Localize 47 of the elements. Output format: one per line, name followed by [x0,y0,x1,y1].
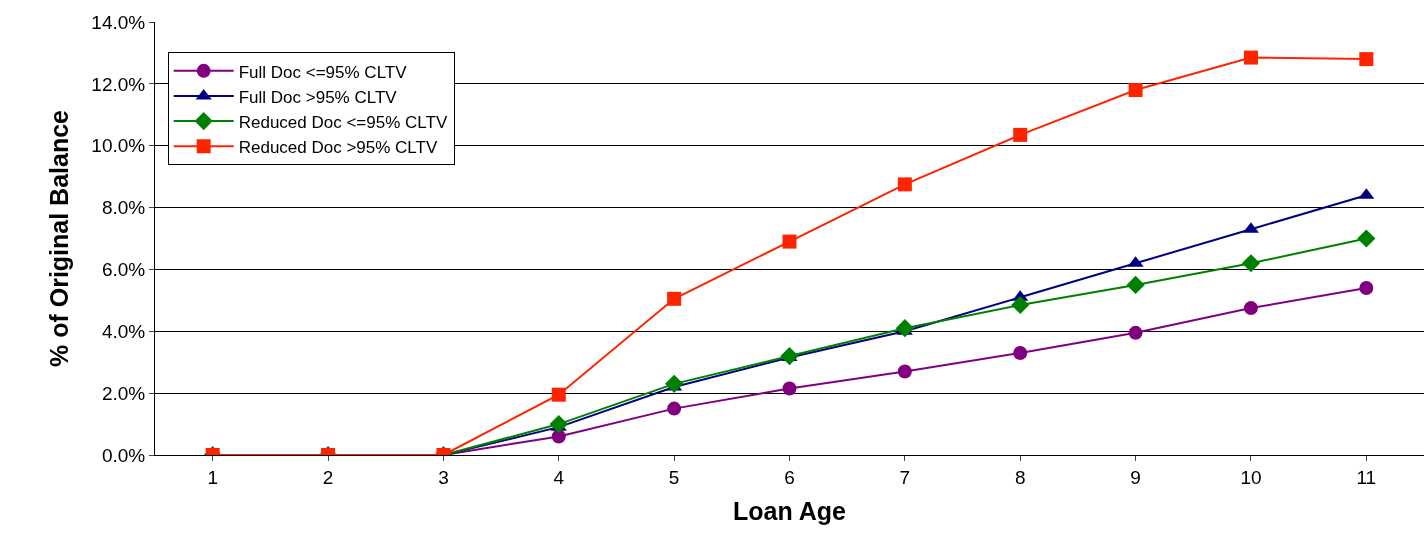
y-tick-label: 14.0% [91,11,146,33]
point [1013,127,1028,142]
x-tick-label: 9 [1130,466,1141,488]
x-tick-label: 10 [1240,466,1262,488]
point [1243,301,1258,316]
point [1126,275,1145,294]
point [667,401,682,416]
y-tick-label: 8.0% [101,197,146,219]
x-tick-label: 7 [899,466,911,488]
point [1357,229,1376,248]
x-tick-label: 3 [438,466,449,488]
point [1013,345,1028,360]
legend-label: Full Doc >95% CLTV [238,87,398,107]
x-tick-label: 8 [1014,466,1026,488]
point [1128,325,1143,340]
point [1011,295,1030,315]
point [667,291,682,306]
x-tick-label: 6 [784,466,795,488]
point [1128,83,1143,98]
y-tick-label: 12.0% [91,73,146,95]
point [1241,254,1261,273]
legend-label: Reduced Doc <=95% CLTV [238,112,448,132]
x-tick-label: 5 [668,466,680,488]
point [1359,52,1374,67]
x-axis-title: Loan Age [733,496,847,525]
point [782,381,797,396]
point [1359,280,1374,295]
x-tick-label: 4 [553,466,565,488]
y-axis-title: % of Original Balance [45,109,74,368]
y-tick-label: 6.0% [101,259,146,281]
point [1243,50,1258,65]
point [551,387,566,402]
point [665,374,684,393]
y-tick-label: 0.0% [101,444,146,466]
legend-label: Full Doc <=95% CLTV [238,62,408,82]
x-tick-label: 1 [207,466,218,488]
y-tick-label: 10.0% [91,135,146,157]
point [897,364,912,379]
point [895,319,914,338]
x-tick-label: 11 [1356,466,1377,488]
y-tick-label: 4.0% [101,320,146,342]
y-tick-label: 2.0% [101,382,146,404]
x-tick-label: 2 [322,466,334,488]
point [549,414,568,434]
point [782,234,797,249]
point [897,177,912,192]
legend-label: Reduced Doc >95% CLTV [238,137,438,157]
